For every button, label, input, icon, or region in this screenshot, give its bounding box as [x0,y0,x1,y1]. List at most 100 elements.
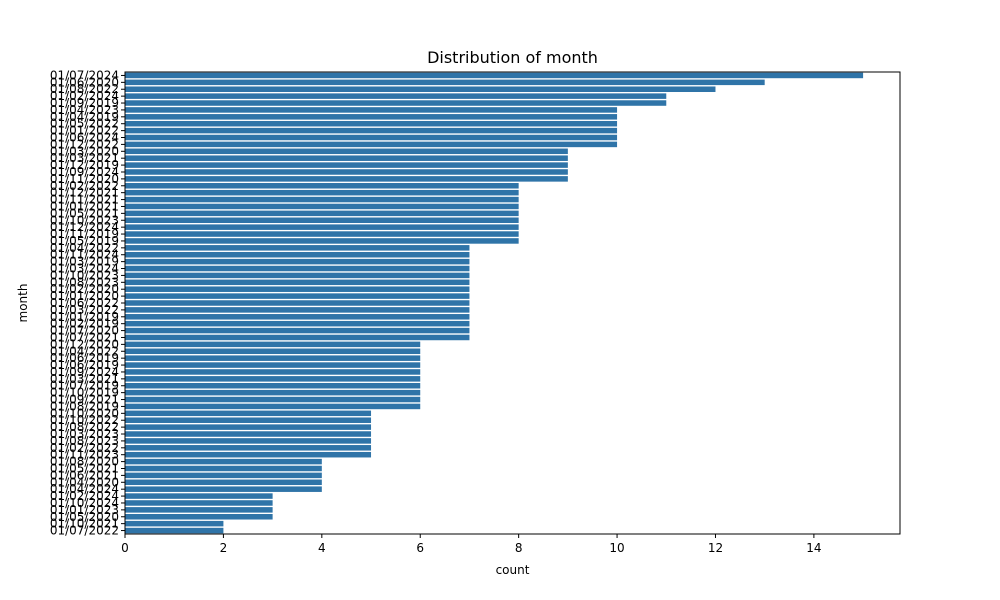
y-tick-label: 01/04/2022 [50,344,119,358]
x-tick-label: 6 [416,541,424,555]
y-tick-label: 01/03/2023 [50,427,119,441]
y-tick-label: 01/08/2020 [50,455,119,469]
y-tick-label: 01/03/2020 [50,144,119,158]
bar [125,293,470,299]
y-tick-label: 01/07/2019 [50,379,119,393]
bar [125,438,372,444]
bar [125,479,322,486]
bar [125,238,519,244]
bar [125,527,224,534]
bar [125,320,470,327]
bar [125,424,372,430]
bar [125,403,421,410]
y-tick-label: 01/02/2019 [50,317,119,331]
y-tick-label: 01/04/2019 [50,110,119,124]
bar [125,272,470,279]
bar [125,465,322,472]
category-labels: 01/07/202401/06/202001/08/202201/02/2024… [50,68,125,538]
y-tick-label: 01/09/2021 [50,393,119,407]
bar [125,348,421,355]
bar [125,251,470,258]
bar [125,355,421,361]
bar [125,100,667,106]
bar [125,279,470,286]
bar [125,258,470,265]
y-tick-label: 01/06/2019 [50,358,119,372]
y-tick-label: 01/10/2023 [50,268,119,282]
y-tick-label: 01/05/2022 [50,117,119,131]
y-tick-label: 01/12/2020 [50,337,119,351]
y-tick-label: 01/11/2023 [50,448,119,462]
x-axis: 0 2 4 6 8 10 12 14 [121,534,822,555]
y-tick-label: 01/02/2024 [50,489,119,503]
bar [125,176,568,182]
y-tick-label: 01/10/2024 [50,496,119,510]
bar [125,458,322,465]
x-tick-label: 4 [318,541,326,555]
x-tick-label: 8 [515,541,523,555]
bar [125,72,864,79]
y-tick-label: 01/10/2020 [50,406,119,420]
bar [125,196,519,203]
bar [125,120,618,127]
y-tick-label: 01/11/2020 [50,172,119,186]
bar [125,334,470,341]
bar [125,169,568,175]
bar [125,134,618,141]
bar [125,362,421,368]
x-tick-label: 0 [121,541,129,555]
y-tick-label: 01/03/2024 [50,262,119,276]
bar [125,93,667,99]
bar [125,286,470,292]
bar [125,265,470,272]
y-tick-label: 01/01/2020 [50,289,119,303]
y-tick-label: 01/04/2020 [50,475,119,489]
y-tick-label: 01/12/2024 [50,220,119,234]
bar [125,224,519,230]
plot-frame [124,71,901,535]
bar [125,445,372,451]
bar [125,520,224,527]
bar [125,389,421,396]
y-tick-label: 01/02/2020 [50,282,119,296]
y-tick-label: 01/04/2022 [50,241,119,255]
bar [125,472,322,479]
y-tick-label: 01/03/2022 [50,303,119,317]
y-tick-label: 01/12/2021 [50,186,119,200]
bar [125,107,618,113]
x-tick-label: 10 [609,541,624,555]
bar [125,514,273,520]
bar [125,486,322,492]
bar [125,114,618,120]
y-tick-label: 01/11/2019 [50,227,119,241]
y-tick-label: 01/10/2019 [50,386,119,400]
bar [125,203,519,210]
bar [125,162,568,168]
y-tick-label: 01/09/2024 [50,365,119,379]
bar [125,79,765,86]
x-axis-label: count [496,563,530,577]
bar [125,493,273,499]
bar [125,369,421,375]
bar [125,300,470,306]
y-tick-label: 01/01/2019 [50,310,119,324]
bar [125,141,618,148]
y-tick-label: 01/11/2024 [50,248,119,262]
y-tick-label: 01/05/2021 [50,461,119,475]
bar [125,155,568,161]
y-tick-label: 01/02/2024 [50,89,119,103]
y-tick-label: 01/10/2021 [50,517,119,531]
y-tick-label: 01/12/2019 [50,158,119,172]
y-tick-label: 01/01/2021 [50,199,119,213]
y-tick-label: 01/09/2019 [50,96,119,110]
bar [125,396,421,403]
y-tick-label: 01/06/2020 [50,75,119,89]
y-tick-label: 01/12/2022 [50,137,119,151]
y-tick-label: 01/03/2019 [50,255,119,269]
bar [125,376,421,382]
x-tick-label: 14 [806,541,821,555]
y-tick-label: 01/03/2021 [50,372,119,386]
y-tick-label: 01/06/2024 [50,131,119,145]
bar [125,500,273,506]
